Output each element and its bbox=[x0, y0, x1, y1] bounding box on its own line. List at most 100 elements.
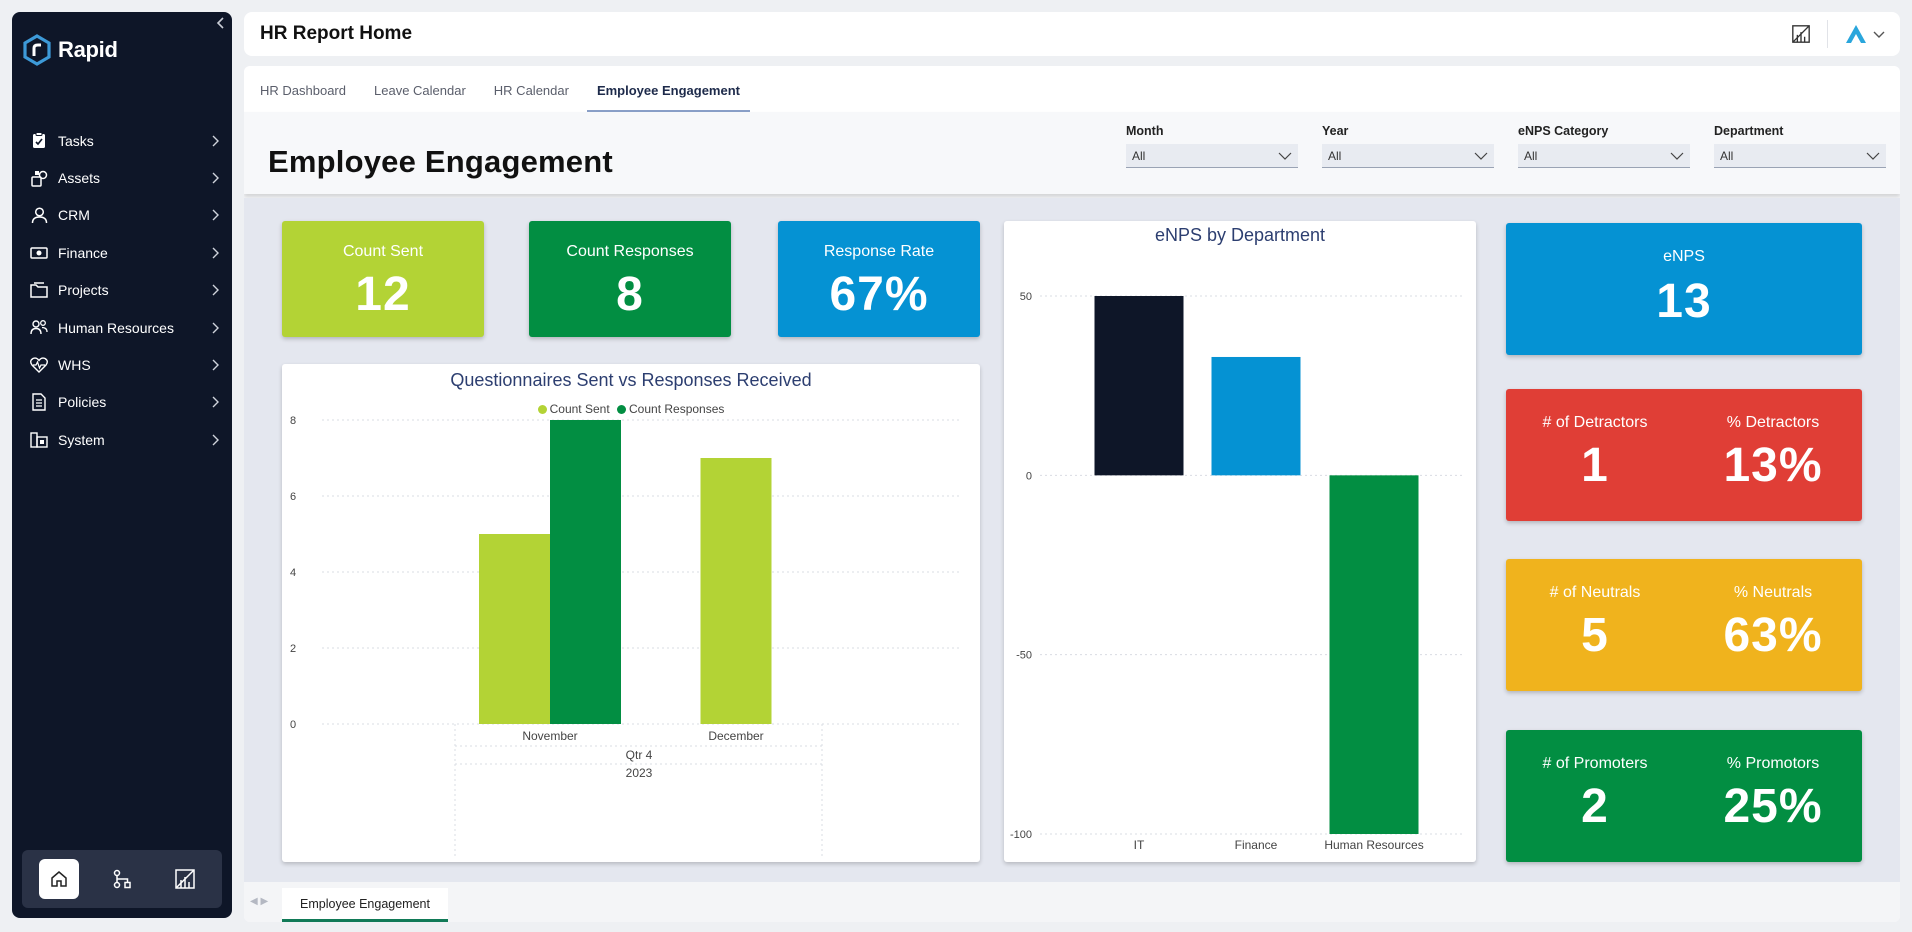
select-value: All bbox=[1132, 148, 1146, 163]
legend-item-count-responses[interactable]: Count Responses bbox=[617, 402, 724, 416]
count-sent-card: Count Sent 12 bbox=[282, 221, 484, 337]
filter-label: eNPS Category bbox=[1518, 124, 1609, 138]
y-tick-label: 50 bbox=[1020, 291, 1032, 303]
report-icon[interactable] bbox=[1791, 24, 1811, 44]
x-category-label: IT bbox=[1134, 838, 1145, 852]
collapse-sidebar-icon[interactable] bbox=[216, 16, 226, 32]
chevron-right-icon bbox=[212, 322, 219, 334]
chevron-right-icon bbox=[212, 434, 219, 446]
chevron-right-icon bbox=[212, 135, 219, 147]
tab-hr-calendar[interactable]: HR Calendar bbox=[493, 83, 569, 98]
sidebar-item-system[interactable]: System bbox=[12, 421, 232, 458]
y-tick-label: 2 bbox=[290, 643, 296, 655]
kpi-value: 13 bbox=[1656, 275, 1712, 328]
home-button[interactable] bbox=[39, 859, 80, 899]
kpi-value: 8 bbox=[616, 268, 644, 321]
filter-label: Month bbox=[1126, 124, 1164, 138]
people-icon bbox=[30, 319, 48, 337]
page-tab-employee-engagement[interactable]: Employee Engagement bbox=[282, 888, 448, 922]
bar-count-sent bbox=[700, 458, 772, 724]
neutrals-card: # of Neutrals 5 % Neutrals 63% bbox=[1506, 559, 1862, 691]
tab-hr-dashboard[interactable]: HR Dashboard bbox=[260, 83, 346, 98]
system-icon bbox=[30, 431, 48, 449]
chevron-down-icon bbox=[1278, 152, 1292, 160]
sidebar-item-tasks[interactable]: Tasks bbox=[12, 122, 232, 159]
chart-legend: Count Sent Count Responses bbox=[282, 402, 980, 417]
chevron-right-icon bbox=[212, 247, 219, 259]
tab-employee-engagement[interactable]: Employee Engagement bbox=[586, 83, 751, 112]
heartbeat-icon bbox=[30, 356, 48, 374]
sidebar-item-label: Tasks bbox=[58, 132, 94, 149]
sidebar-item-projects[interactable]: Projects bbox=[12, 272, 232, 309]
neutrals-percent: 63% bbox=[1723, 609, 1823, 662]
assets-icon bbox=[30, 169, 48, 187]
y-tick-label: 6 bbox=[290, 491, 296, 503]
select-value: All bbox=[1328, 148, 1342, 163]
chevron-right-icon bbox=[212, 359, 219, 371]
department-select[interactable]: All bbox=[1714, 144, 1886, 168]
enps-card: eNPS 13 bbox=[1506, 223, 1862, 355]
sent-vs-responses-chart: Questionnaires Sent vs Responses Receive… bbox=[282, 364, 980, 862]
filter-bar: Employee Engagement Month All Year All e… bbox=[244, 112, 1900, 194]
person-icon bbox=[30, 206, 48, 224]
sidebar-item-human-resources[interactable]: Human Resources bbox=[12, 309, 232, 346]
sidebar-item-crm[interactable]: CRM bbox=[12, 197, 232, 234]
x-group-label: Qtr 4 bbox=[626, 748, 653, 762]
enps-category-select[interactable]: All bbox=[1518, 144, 1690, 168]
sidebar-item-assets[interactable]: Assets bbox=[12, 159, 232, 196]
sidebar-item-finance[interactable]: Finance bbox=[12, 234, 232, 271]
kpi-label: Count Sent bbox=[342, 243, 424, 260]
detractors-count: 1 bbox=[1581, 439, 1609, 492]
report-viewer: HR Dashboard Leave Calendar HR Calendar … bbox=[244, 66, 1900, 922]
workflow-button[interactable] bbox=[102, 859, 142, 899]
report-button[interactable] bbox=[165, 859, 205, 899]
y-tick-label: 4 bbox=[290, 567, 296, 579]
enps-by-department-chart: eNPS by Department -100 -50 0 50 IT Finance Hu… bbox=[1004, 221, 1476, 862]
filter-department: Department All bbox=[1714, 124, 1886, 168]
y-tick-label: 0 bbox=[1026, 470, 1032, 482]
user-avatar-icon[interactable] bbox=[1844, 24, 1868, 44]
chart2-plot: -100 -50 0 50 IT Finance Human Resources bbox=[1010, 291, 1464, 852]
kpi-label: Count Responses bbox=[566, 243, 694, 260]
promoters-count: 2 bbox=[1581, 780, 1609, 833]
y-tick-label: -100 bbox=[1010, 829, 1032, 841]
x-category-label: December bbox=[708, 729, 763, 743]
tab-leave-calendar[interactable]: Leave Calendar bbox=[374, 83, 466, 98]
detractors-card: # of Detractors 1 % Detractors 13% bbox=[1506, 389, 1862, 521]
month-select[interactable]: All bbox=[1126, 144, 1298, 168]
legend-item-count-sent[interactable]: Count Sent bbox=[537, 402, 610, 416]
kpi-label: % Neutrals bbox=[1733, 584, 1813, 601]
sidebar-item-label: Projects bbox=[58, 282, 109, 299]
kpi-label: # of Promoters bbox=[1542, 755, 1648, 772]
folder-icon bbox=[30, 281, 48, 299]
filter-year: Year All bbox=[1322, 124, 1494, 168]
response-rate-card: Response Rate 67% bbox=[778, 221, 980, 337]
report-tabs: HR Dashboard Leave Calendar HR Calendar … bbox=[244, 66, 1900, 112]
chevron-right-icon bbox=[212, 284, 219, 296]
page-navigator: ◀ ▶ Employee Engagement bbox=[244, 882, 1900, 922]
y-tick-label: -50 bbox=[1016, 650, 1032, 662]
kpi-label: # of Detractors bbox=[1542, 414, 1648, 431]
bar-count-sent bbox=[479, 534, 550, 724]
sidebar-nav: Tasks Assets CRM Finance Projects Human … bbox=[12, 122, 232, 459]
home-icon bbox=[51, 871, 68, 887]
kpi-label: % Detractors bbox=[1726, 414, 1820, 431]
sidebar-item-whs[interactable]: WHS bbox=[12, 346, 232, 383]
filter-label: Year bbox=[1322, 124, 1349, 138]
x-category-label: November bbox=[522, 729, 577, 743]
workflow-icon bbox=[113, 869, 131, 889]
filter-label: Department bbox=[1714, 124, 1784, 138]
chevron-right-icon bbox=[212, 172, 219, 184]
kpi-value: 67% bbox=[829, 268, 929, 321]
rapid-logo-icon bbox=[23, 34, 51, 66]
brand-logo[interactable]: Rapid bbox=[22, 34, 118, 66]
sidebar-item-policies[interactable]: Policies bbox=[12, 384, 232, 421]
top-header: HR Report Home bbox=[244, 12, 1900, 56]
chevron-down-icon[interactable] bbox=[1872, 27, 1886, 41]
filter-enps-category: eNPS Category All bbox=[1518, 124, 1690, 168]
clipboard-icon bbox=[30, 132, 48, 150]
chevron-down-icon bbox=[1474, 152, 1488, 160]
year-select[interactable]: All bbox=[1322, 144, 1494, 168]
page-nav-arrows-icon[interactable]: ◀ ▶ bbox=[250, 896, 269, 907]
sidebar-item-label: Human Resources bbox=[58, 319, 174, 336]
